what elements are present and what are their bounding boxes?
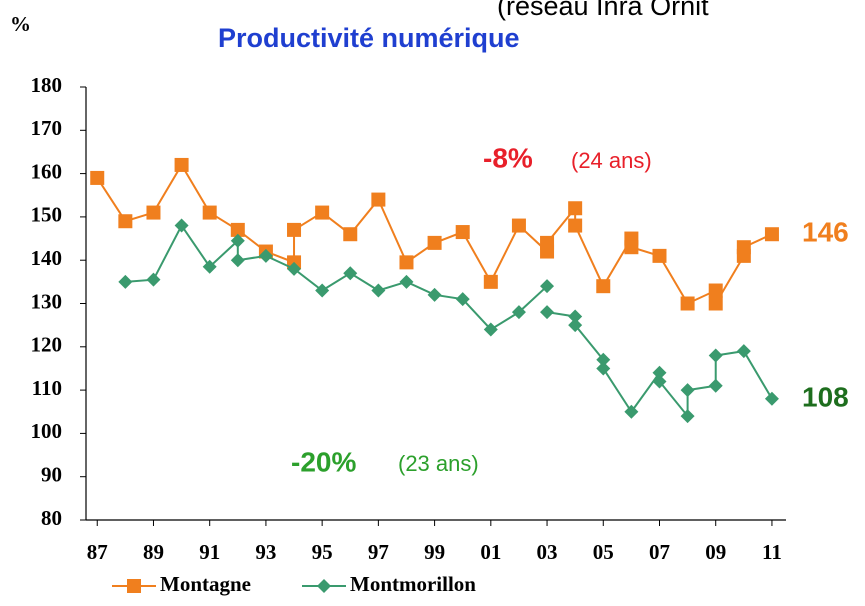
point xyxy=(764,391,779,406)
y-tick-label: 110 xyxy=(32,376,62,400)
y-tick-label: 180 xyxy=(31,73,63,97)
point xyxy=(568,318,583,333)
point xyxy=(540,235,555,250)
point xyxy=(708,296,723,311)
point xyxy=(680,296,695,311)
point xyxy=(287,222,302,237)
point xyxy=(483,322,498,337)
point xyxy=(708,283,723,298)
point xyxy=(652,365,667,380)
x-tick-label: 05 xyxy=(593,540,614,564)
point xyxy=(596,361,611,376)
point xyxy=(652,248,667,263)
point xyxy=(230,233,245,248)
point xyxy=(624,404,639,419)
point xyxy=(118,274,133,289)
legend-label: Montmorillon xyxy=(350,572,476,596)
annotation: -8% xyxy=(483,142,533,173)
point xyxy=(146,272,161,287)
point xyxy=(315,205,330,220)
point xyxy=(736,344,751,359)
end-label: 108 xyxy=(802,381,849,412)
point xyxy=(764,227,779,242)
point xyxy=(736,240,751,255)
point xyxy=(343,227,358,242)
x-tick-label: 95 xyxy=(312,540,333,564)
x-tick-label: 91 xyxy=(199,540,220,564)
point xyxy=(708,348,723,363)
y-tick-label: 170 xyxy=(31,116,63,140)
point xyxy=(371,283,386,298)
legend-marker xyxy=(317,579,331,593)
point xyxy=(568,309,583,324)
point xyxy=(427,235,442,250)
point xyxy=(258,248,273,263)
point xyxy=(624,240,639,255)
x-tick-label: 07 xyxy=(649,540,670,564)
point xyxy=(568,201,583,216)
annotation: -20% xyxy=(291,446,356,477)
point xyxy=(287,261,302,276)
point xyxy=(315,283,330,298)
point xyxy=(399,274,414,289)
y-tick-label: 100 xyxy=(31,419,63,443)
y-tick-label: 150 xyxy=(31,203,63,227)
point xyxy=(202,259,217,274)
annotation: (23 ans) xyxy=(398,451,479,476)
legend-label: Montagne xyxy=(160,572,251,596)
y-tick-label: 130 xyxy=(31,289,63,313)
point xyxy=(174,218,189,233)
point xyxy=(371,192,386,207)
point xyxy=(652,374,667,389)
point xyxy=(680,409,695,424)
chart-title: Productivité numérique xyxy=(218,23,520,53)
x-tick-label: 99 xyxy=(424,540,445,564)
series-line xyxy=(96,162,773,308)
point xyxy=(483,274,498,289)
y-tick-label: 120 xyxy=(31,333,63,357)
point xyxy=(596,279,611,294)
annotation: (24 ans) xyxy=(571,148,652,173)
x-tick-label: 87 xyxy=(87,540,108,564)
point xyxy=(90,170,105,185)
point xyxy=(230,253,245,268)
point xyxy=(455,292,470,307)
point xyxy=(118,214,133,229)
point xyxy=(146,205,161,220)
point xyxy=(568,218,583,233)
legend-marker xyxy=(127,579,141,593)
point xyxy=(708,378,723,393)
point xyxy=(596,352,611,367)
point xyxy=(455,225,470,240)
x-tick-label: 93 xyxy=(255,540,276,564)
point xyxy=(511,218,526,233)
point xyxy=(202,205,217,220)
y-tick-label: 160 xyxy=(31,159,63,183)
y-tick-label: 140 xyxy=(31,246,63,270)
x-tick-label: 01 xyxy=(480,540,501,564)
x-tick-label: 11 xyxy=(762,540,782,564)
point xyxy=(343,266,358,281)
point xyxy=(540,279,555,294)
y-tick-label: 90 xyxy=(41,463,62,487)
point xyxy=(680,383,695,398)
point xyxy=(427,287,442,302)
point xyxy=(540,305,555,320)
y-tick-label: 80 xyxy=(41,506,62,530)
point xyxy=(230,222,245,237)
header-fragment: (réseau Inra Ornit xyxy=(497,0,709,21)
y-axis-label: % xyxy=(10,12,31,36)
series-line xyxy=(125,223,773,419)
x-tick-label: 97 xyxy=(368,540,389,564)
x-tick-label: 89 xyxy=(143,540,164,564)
end-label: 146 xyxy=(802,216,849,247)
x-tick-label: 09 xyxy=(705,540,726,564)
point xyxy=(511,305,526,320)
point xyxy=(399,255,414,270)
point xyxy=(174,157,189,172)
x-tick-label: 03 xyxy=(537,540,558,564)
